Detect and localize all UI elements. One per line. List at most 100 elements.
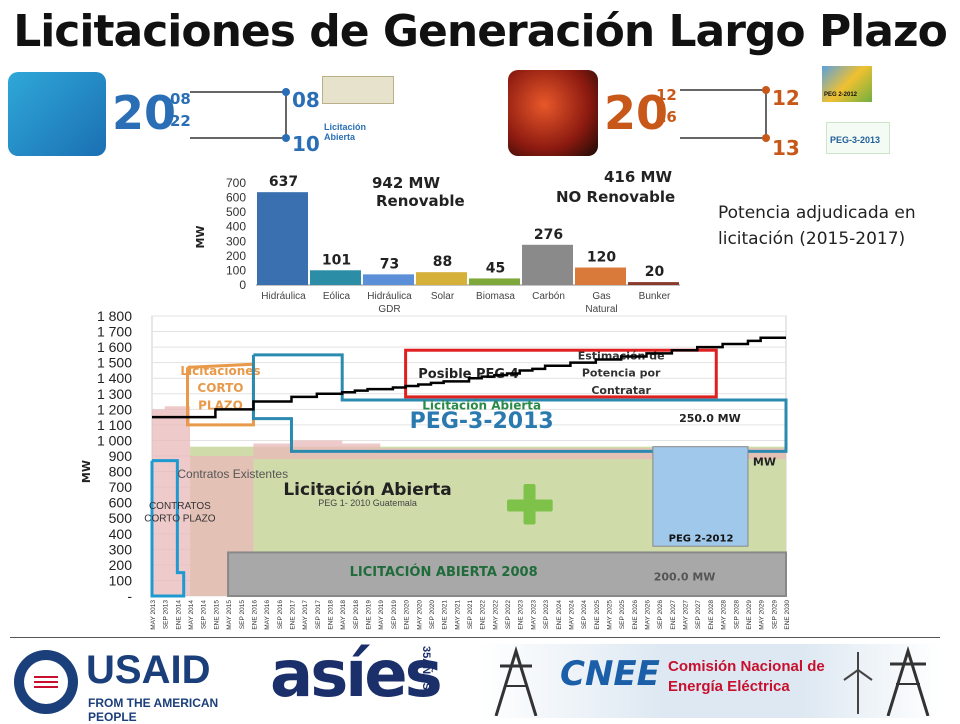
licitaciones-corto-label: CORTO	[197, 381, 243, 395]
area-y-tick-label: 500	[109, 510, 133, 526]
licitaciones-corto-plazo-outline	[186, 362, 255, 427]
area-y-tick-label: 800	[109, 464, 133, 480]
bar-value-label: 73	[380, 256, 399, 272]
bar-y-tick-label: 0	[239, 278, 246, 292]
bar-y-tick-label: 100	[226, 263, 246, 277]
area-y-tick-label: 1 300	[97, 386, 132, 402]
bar-category-label: Carbón	[532, 291, 565, 302]
bar-y-tick-label: 500	[226, 205, 246, 219]
bar-value-label: 88	[433, 254, 452, 270]
area-x-tick-label: MAY 2026	[645, 600, 652, 630]
page-title: Licitaciones de Generación Largo Plazo	[13, 6, 948, 57]
bar-category-label: Natural	[585, 304, 617, 315]
area-y-tick-label: 1 700	[97, 324, 132, 340]
area-y-tick-label: 400	[109, 526, 133, 542]
right-bullet-2: 13	[772, 136, 800, 160]
area-x-tick-label: ENE 2014	[175, 600, 182, 630]
peg2-2012-thumbnail: PEG 2-2012	[822, 66, 872, 102]
area-y-tick-label: -	[127, 588, 132, 604]
area-x-tick-label: ENE 2027	[670, 600, 677, 630]
area-x-tick-label: MAY 2028	[721, 600, 728, 630]
bar-4	[469, 278, 520, 285]
area-x-tick-label: SEP 2022	[505, 600, 512, 630]
bar-y-tick-label: 200	[226, 249, 246, 263]
area-x-tick-label: ENE 2024	[556, 600, 563, 630]
la-2008-thumbnail	[322, 76, 394, 104]
area-x-tick-label: SEP 2026	[657, 600, 664, 630]
bar-y-tick-label: 300	[226, 234, 246, 248]
area-x-tick-label: ENE 2029	[746, 600, 753, 630]
left-bullet-2: 10	[292, 132, 320, 156]
bar-value-label: 45	[486, 260, 505, 276]
peg2-mw-label: MW	[753, 455, 776, 468]
area-x-tick-label: ENE 2028	[708, 600, 715, 630]
bar-category-label: GDR	[378, 304, 400, 315]
area-x-tick-label: ENE 2020	[404, 600, 411, 630]
contratos-corto-label-2: CORTO PLAZO	[144, 513, 216, 524]
area-y-tick-label: 300	[109, 541, 133, 557]
asies-years: 35AÑOS	[420, 646, 432, 691]
area-x-tick-label: ENE 2019	[366, 600, 373, 630]
peg3-mw-label: 250.0 MW	[679, 412, 741, 425]
area-x-tick-label: SEP 2016	[277, 600, 284, 630]
area-y-tick-label: 700	[109, 479, 133, 495]
area-x-tick-label: MAY 2019	[378, 600, 385, 630]
left-year-sub: 22	[170, 112, 191, 130]
bar-value-label: 276	[534, 227, 563, 243]
area-x-tick-label: SEP 2020	[429, 600, 436, 630]
bar-y-tick-label: 700	[226, 176, 246, 190]
area-x-tick-label: SEP 2019	[391, 600, 398, 630]
peg2-thumb-label: PEG 2-2012	[824, 92, 858, 98]
plan-no-renovable-cover-thumbnail	[508, 70, 598, 156]
right-year-prefix: 20	[604, 86, 669, 140]
la-2010-thumbnail: Licitación Abierta	[322, 118, 394, 148]
area-x-tick-label: ENE 2025	[594, 600, 601, 630]
bar-category-label: Bunker	[639, 291, 671, 302]
contratos-existentes-label: Contratos Existentes	[177, 467, 288, 481]
renewable-label: Renovable	[376, 192, 465, 210]
bar-5	[522, 244, 573, 285]
posible-peg4-label: Posible PEG 4	[418, 367, 518, 382]
area-y-tick-label: 1 100	[97, 417, 132, 433]
bar-y-tick-label: 400	[226, 220, 246, 234]
right-year-sub: 26	[656, 108, 677, 126]
right-year-range: 20 12 26	[604, 84, 684, 144]
potencia-adjudicada-note: Potencia adjudicada en licitación (2015-…	[718, 203, 916, 249]
area-x-tick-label: MAY 2016	[264, 600, 271, 630]
la-2010-thumb-label: Licitación Abierta	[324, 122, 367, 142]
area-x-tick-label: MAY 2029	[759, 600, 766, 630]
area-x-tick-label: SEP 2013	[163, 600, 170, 630]
bar-category-label: Solar	[431, 291, 455, 302]
estimacion-box	[404, 348, 718, 399]
la-2008-mw-label: 200.0 MW	[654, 570, 716, 583]
left-year-sup: 08	[170, 90, 191, 108]
area-x-tick-label: MAY 2022	[492, 600, 499, 630]
bar-category-label: Hidráulica	[261, 291, 306, 302]
bar-0	[257, 192, 308, 285]
area-x-tick-label: MAY 2017	[302, 600, 309, 630]
bar-value-label: 120	[587, 250, 616, 266]
estimacion-label-line: Potencia por	[582, 367, 661, 380]
usaid-name: USAID	[86, 648, 211, 692]
bar-category-label: Eólica	[323, 291, 351, 302]
footer-divider	[10, 637, 940, 638]
area-x-tick-label: MAY 2023	[530, 600, 537, 630]
bar-2	[363, 274, 414, 285]
cnee-name-line2: Energía Eléctrica	[668, 678, 790, 695]
area-x-tick-label: MAY 2025	[606, 600, 613, 630]
area-x-tick-label: MAY 2027	[683, 600, 690, 630]
la-2008-label: LICITACIÓN ABIERTA 2008	[350, 564, 538, 580]
bar-value-label: 20	[645, 264, 665, 280]
bar-category-label: Biomasa	[476, 291, 515, 302]
bar-6	[575, 267, 626, 285]
area-x-tick-label: MAY 2018	[340, 600, 347, 630]
area-x-tick-label: SEP 2027	[695, 600, 702, 630]
area-x-tick-label: SEP 2024	[581, 600, 588, 630]
area-x-tick-label: ENE 2016	[251, 600, 258, 630]
power-tower-icon	[494, 646, 538, 716]
bar-y-axis-label: MW	[194, 225, 207, 248]
cnee-logo: CNEE Comisión Nacional de Energía Eléctr…	[480, 644, 940, 718]
area-x-tick-label: ENE 2023	[518, 600, 525, 630]
left-year-prefix: 20	[112, 86, 177, 140]
